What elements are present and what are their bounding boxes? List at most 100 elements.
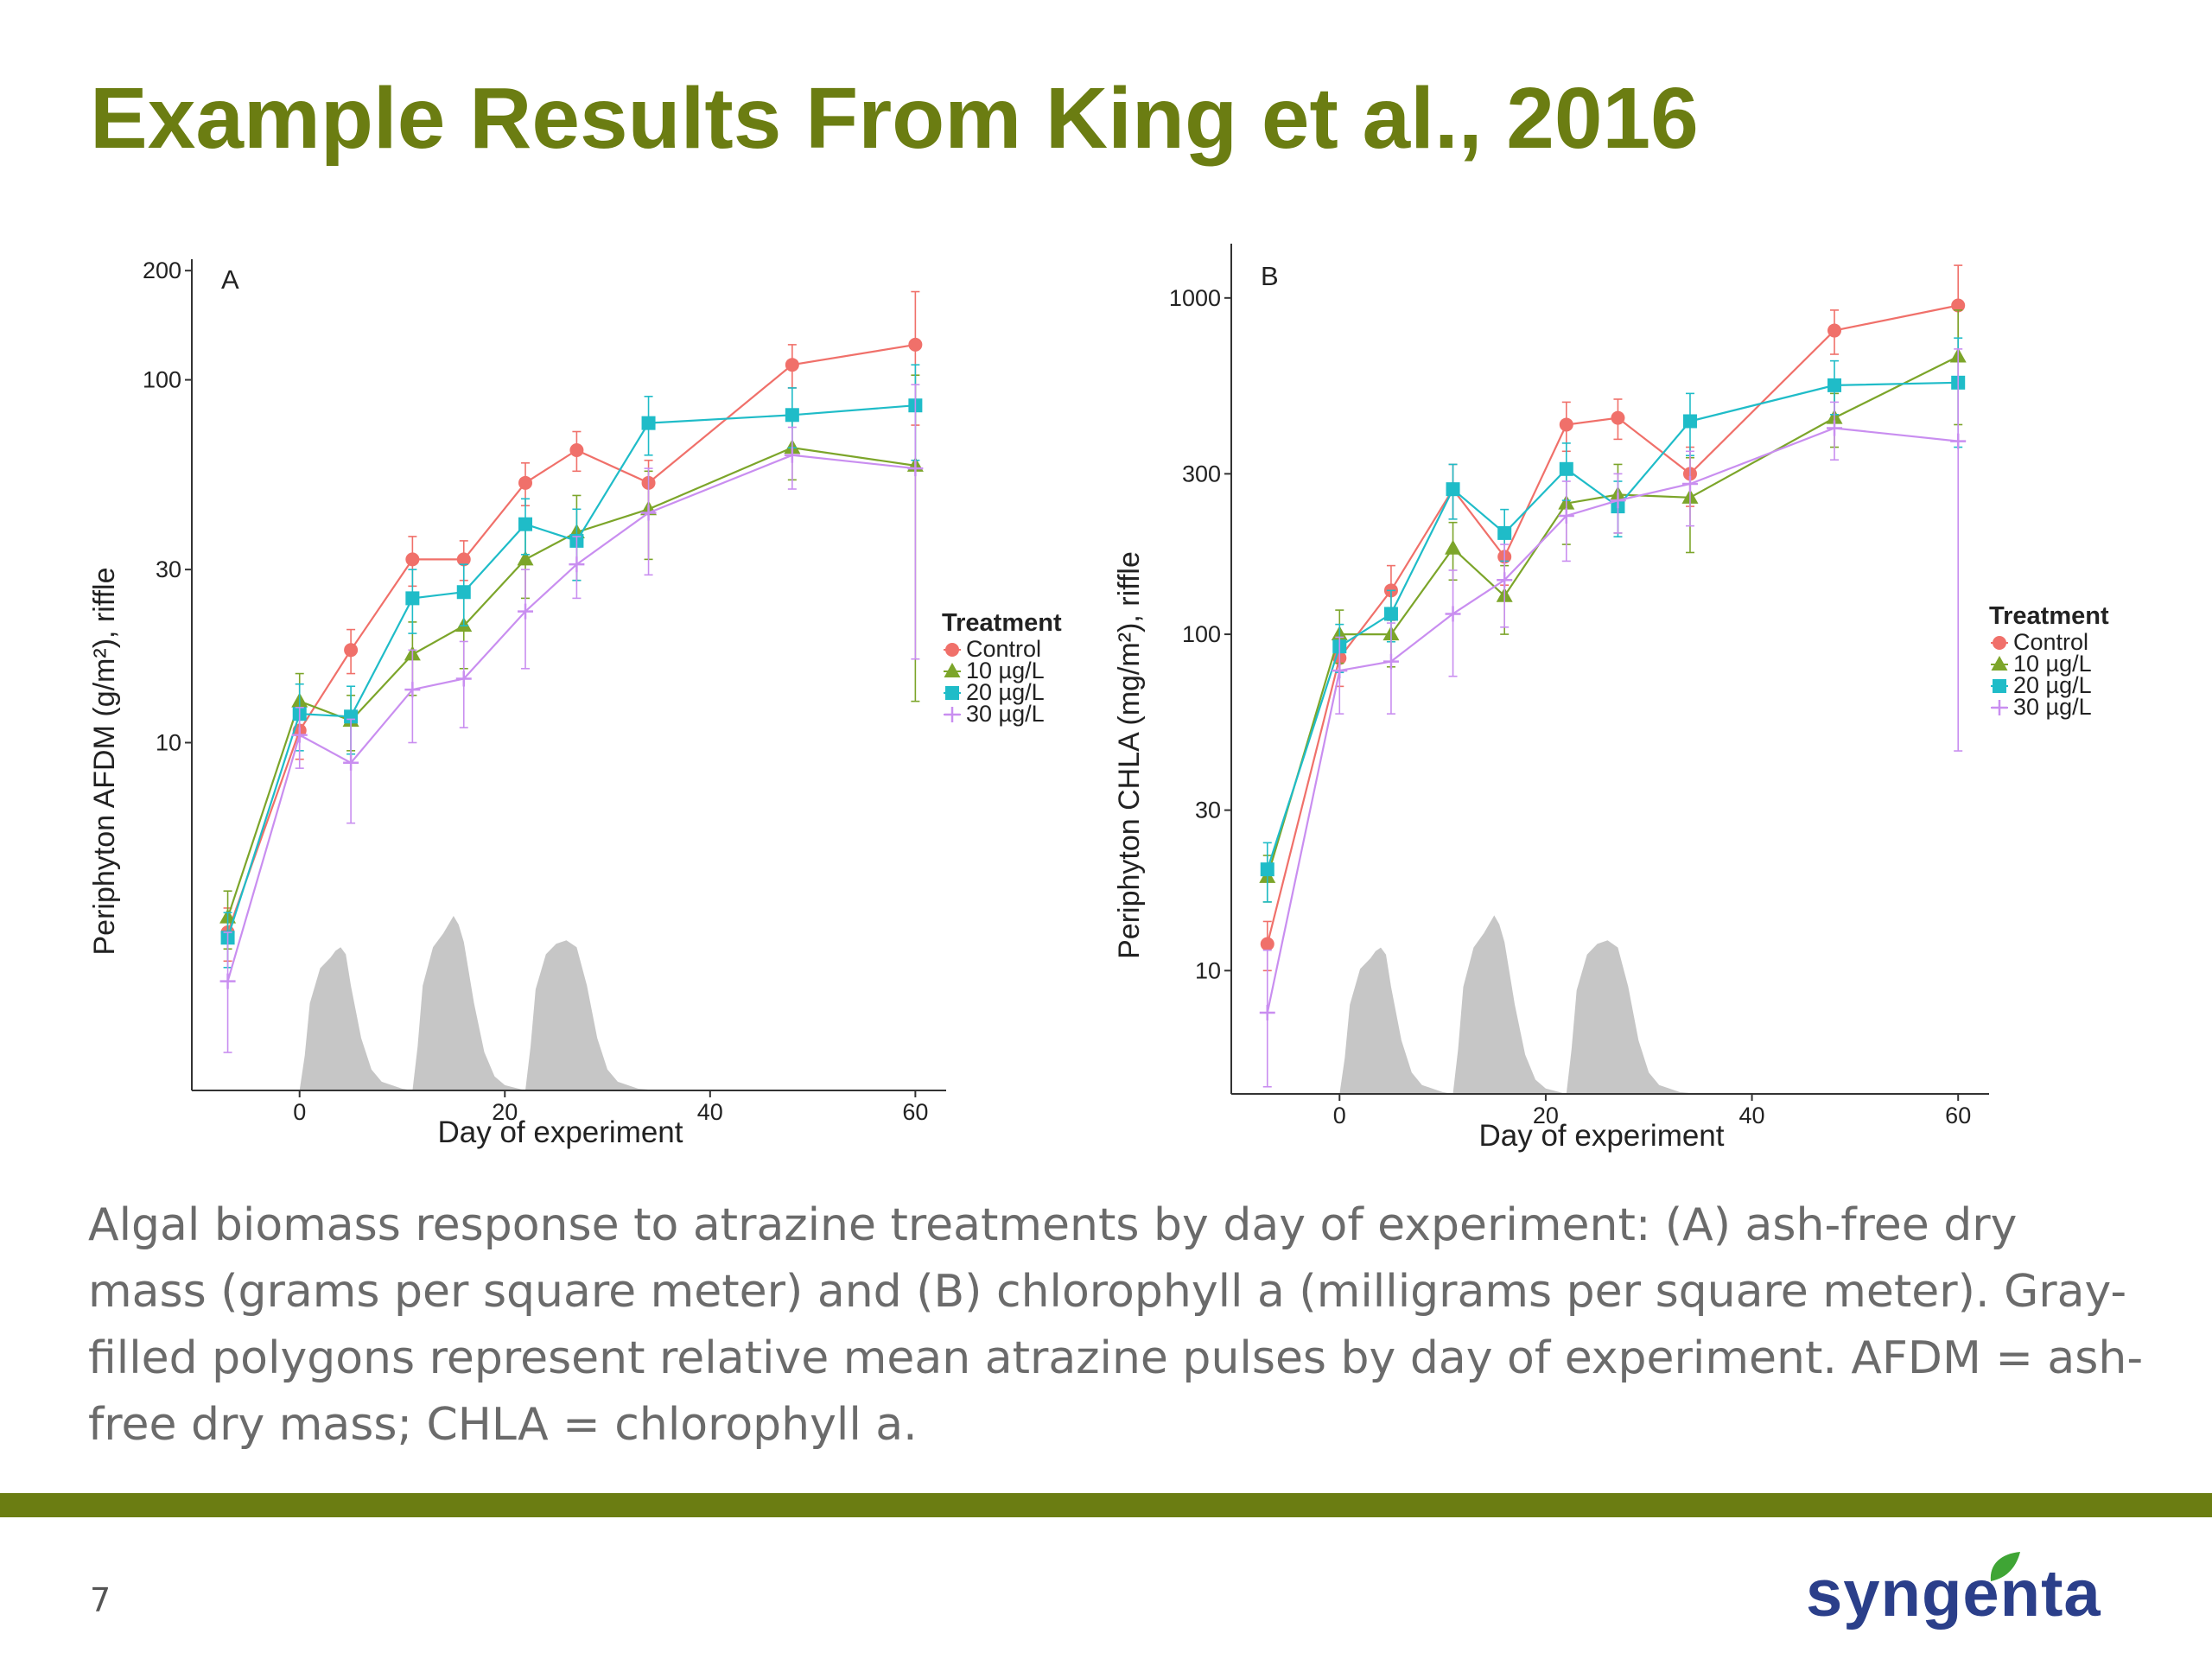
- data-point: [1382, 653, 1399, 670]
- data-point: [344, 643, 359, 658]
- data-point: [1497, 525, 1512, 540]
- footer-bar: [0, 1493, 2212, 1517]
- data-point: [908, 337, 923, 352]
- data-point: [907, 461, 924, 477]
- panel-label: A: [221, 264, 239, 295]
- x-tick-label: 20: [492, 1099, 518, 1125]
- error-bar: [346, 718, 356, 824]
- x-tick-label: 0: [1333, 1103, 1346, 1128]
- data-point: [640, 505, 657, 521]
- data-point: [1827, 323, 1842, 338]
- legend-label: 10 µg/L: [2013, 651, 2092, 677]
- legend-entry-20-g-l: 20 µg/L: [1991, 672, 2092, 698]
- data-point: [785, 358, 799, 372]
- legend-marker: [944, 707, 960, 722]
- legend-entry-30-g-l: 30 µg/L: [1991, 694, 2092, 720]
- data-point: [1610, 493, 1626, 509]
- data-point: [455, 671, 472, 687]
- y-tick-label: 1000: [1169, 285, 1221, 311]
- legend-marker: [1991, 656, 2008, 671]
- series-line: [1266, 355, 1959, 878]
- data-point: [569, 556, 585, 573]
- data-point: [785, 408, 799, 423]
- data-point: [518, 475, 533, 490]
- chart-panel-b: 10 30 100 300 1000 0 20 40 60 Day of experiment Pe…: [1113, 244, 2109, 1153]
- data-point: [1951, 298, 1966, 313]
- y-tick-label: 30: [156, 556, 181, 582]
- legend-entry-30-g-l: 30 µg/L: [944, 701, 1045, 727]
- data-point: [219, 973, 236, 989]
- y-tick-label: 10: [156, 729, 181, 755]
- series-line: [226, 446, 916, 918]
- legend-entry-10-g-l: 10 µg/L: [944, 658, 1045, 683]
- series-30-g-l: [219, 384, 924, 1053]
- data-point: [1950, 433, 1967, 449]
- data-point: [404, 682, 421, 698]
- error-bar: [1954, 348, 1963, 752]
- legend-entry-20-g-l: 20 µg/L: [944, 679, 1045, 705]
- figure-caption: Algal biomass response to atrazine treat…: [88, 1199, 2144, 1451]
- series-line: [1266, 427, 1959, 1014]
- data-point: [1383, 607, 1398, 621]
- data-point: [1445, 606, 1461, 622]
- data-point: [405, 552, 420, 567]
- x-axis-label: Day of experiment: [1478, 1119, 1724, 1153]
- legend-marker: [944, 663, 961, 677]
- data-point: [1259, 1004, 1275, 1020]
- legend-entry-control: Control: [1991, 629, 2088, 655]
- legend-label: Control: [966, 636, 1041, 662]
- legend-label: 20 µg/L: [966, 679, 1045, 705]
- data-point: [1827, 378, 1842, 392]
- atrazine-pulse-1: [299, 947, 413, 1090]
- data-point: [1260, 862, 1274, 877]
- series-10-g-l: [219, 374, 924, 950]
- series-line: [1266, 304, 1959, 944]
- panel-label: B: [1261, 261, 1279, 291]
- legend-label: 20 µg/L: [2013, 672, 2092, 698]
- series-line: [1266, 381, 1959, 870]
- legend-label: 10 µg/L: [966, 658, 1045, 683]
- error-bar: [1448, 569, 1458, 677]
- slide-title: Example Results From King et al., 2016: [90, 70, 1699, 167]
- series-10-g-l: [1259, 309, 1967, 903]
- legend-marker: [945, 686, 959, 700]
- data-point: [1497, 572, 1513, 588]
- data-point: [518, 603, 534, 620]
- y-axis-label: Periphyton AFDM (g/m²), riffle: [88, 567, 121, 955]
- y-tick-label: 300: [1182, 461, 1221, 486]
- legend-label: 30 µg/L: [966, 701, 1045, 727]
- data-point: [1559, 461, 1573, 476]
- series-line: [226, 454, 916, 982]
- data-point: [405, 591, 420, 606]
- y-tick-label: 100: [143, 367, 181, 393]
- series-control: [220, 290, 923, 963]
- syngenta-logo: syngenta: [1806, 1552, 2101, 1630]
- x-tick-label: 60: [1945, 1103, 1971, 1128]
- legend-title: Treatment: [942, 609, 1062, 637]
- data-point: [518, 517, 533, 531]
- data-point: [1559, 417, 1573, 432]
- chart-panel-a: 10 30 100 200 0 20 40 60 Day of experiment Periph…: [88, 257, 1062, 1149]
- series-20-g-l: [220, 364, 923, 969]
- data-point: [456, 585, 471, 600]
- data-point: [1682, 414, 1697, 429]
- legend-entry-10-g-l: 10 µg/L: [1991, 651, 2092, 677]
- data-point: [344, 709, 359, 724]
- data-point: [517, 550, 534, 566]
- legend-marker: [1993, 636, 2006, 650]
- error-bar: [644, 467, 653, 576]
- y-tick-label: 100: [1182, 621, 1221, 647]
- series-line: [226, 404, 916, 938]
- legend-label: 30 µg/L: [2013, 694, 2092, 720]
- series-20-g-l: [1260, 337, 1966, 903]
- data-point: [641, 416, 656, 430]
- data-point: [343, 754, 359, 771]
- error-bar: [911, 384, 920, 660]
- data-point: [784, 447, 800, 463]
- legend-entry-control: Control: [944, 636, 1041, 662]
- data-point: [1827, 420, 1843, 436]
- data-point: [291, 727, 308, 743]
